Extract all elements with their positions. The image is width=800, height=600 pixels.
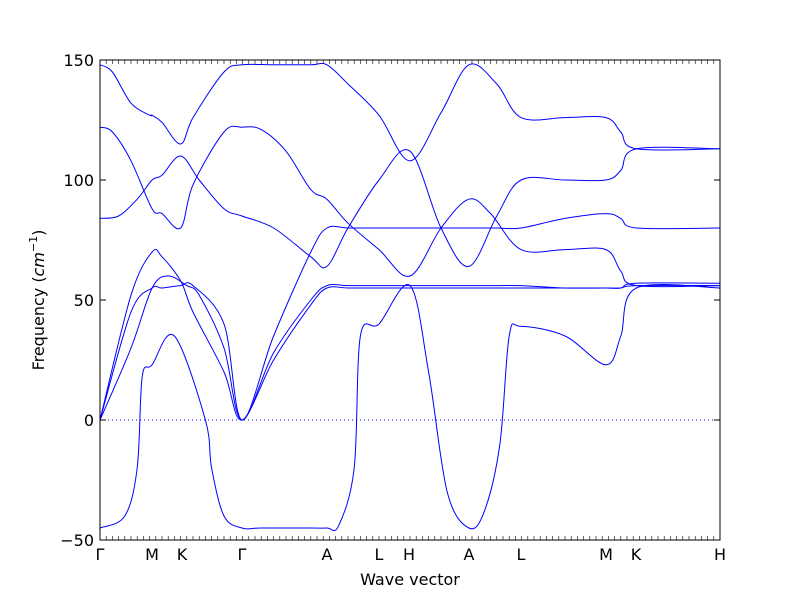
y-axis-label-suffix: ): [29, 230, 48, 236]
x-tick-label: A: [464, 545, 475, 564]
band-line-2: [99, 125, 721, 288]
x-tick-label: K: [631, 545, 642, 564]
x-tick-label: H: [403, 545, 415, 564]
x-tick-label: M: [145, 545, 159, 564]
band-lines: [99, 62, 721, 532]
x-tick-label: L: [517, 545, 526, 564]
band-line-6: [99, 275, 721, 421]
y-axis-label-unit: cm: [29, 252, 48, 276]
y-tick-label: 100: [63, 171, 94, 190]
y-tick-label: 50: [74, 291, 94, 310]
y-axis-label-exponent: −1: [27, 236, 40, 252]
y-tick-label: 0: [84, 411, 94, 430]
x-tick-label: H: [714, 545, 726, 564]
band-line-3: [99, 146, 721, 269]
y-axis-label-prefix: Frequency (: [29, 276, 48, 370]
band-line-4: [99, 213, 721, 421]
band-line-7: [99, 283, 721, 532]
band-line-1: [99, 62, 721, 162]
y-tick-label: −50: [60, 531, 94, 550]
x-tick-label: Γ: [96, 545, 105, 564]
x-tick-label: A: [322, 545, 333, 564]
x-tick-label: L: [375, 545, 384, 564]
x-tick-label: Γ: [238, 545, 247, 564]
y-axis: −50 0 50 100 150: [60, 51, 720, 550]
y-tick-label: 150: [63, 51, 94, 70]
x-axis-label: Wave vector: [360, 570, 460, 589]
x-tick-label: K: [177, 545, 188, 564]
x-tick-label: M: [599, 545, 613, 564]
y-axis-label: Frequency (cm−1): [27, 230, 48, 371]
